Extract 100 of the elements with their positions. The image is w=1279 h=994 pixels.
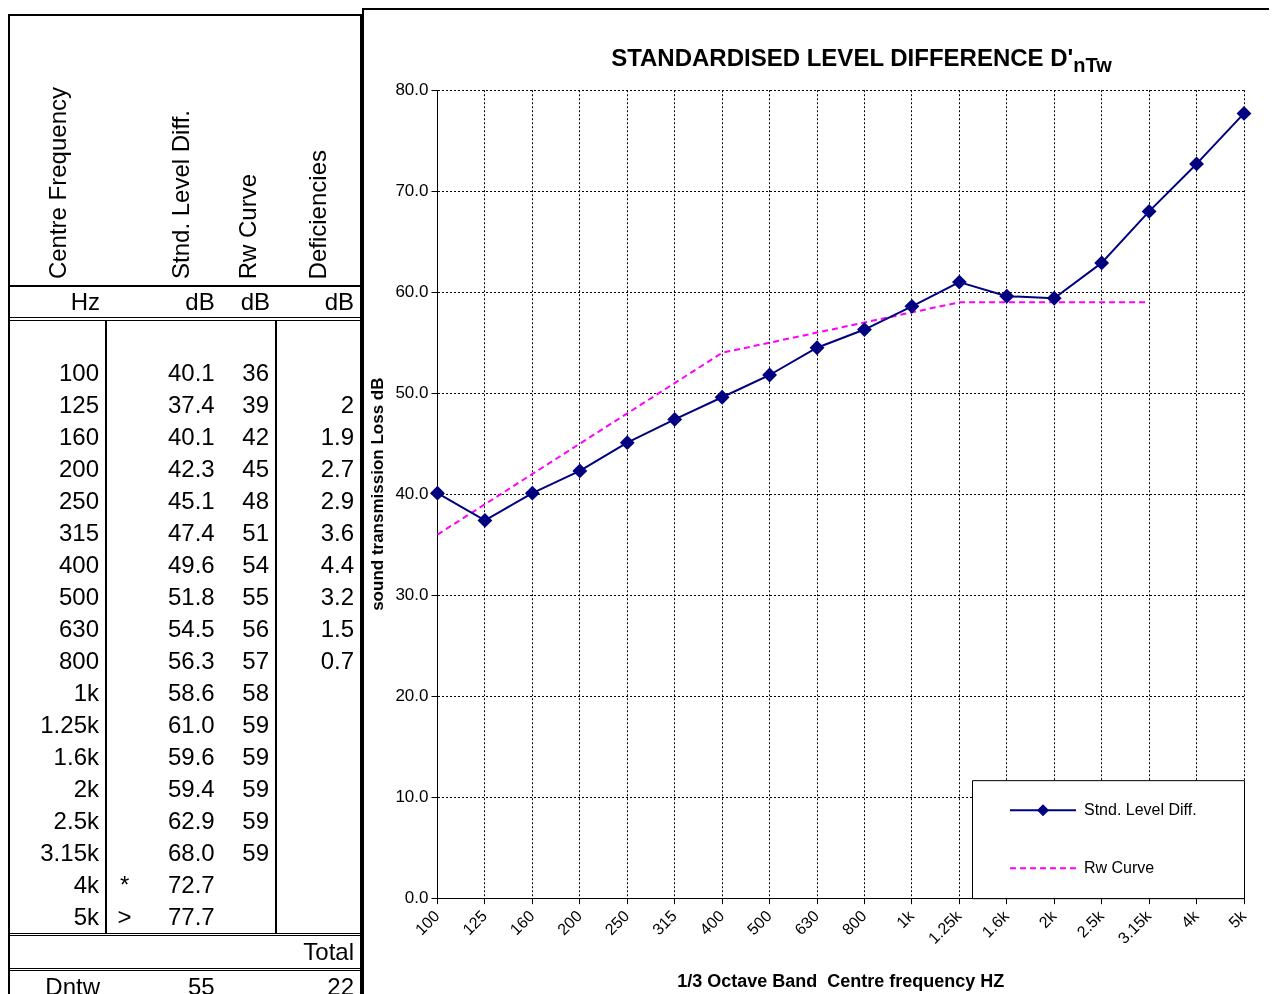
text: 200 [58, 455, 99, 482]
x-tick-label: 315 [649, 906, 680, 938]
y-tick-label: 70.0 [395, 180, 429, 200]
text: 42.3 [168, 455, 215, 482]
text: 315 [58, 519, 99, 546]
text: Hz [70, 288, 100, 315]
text: 58 [242, 679, 270, 706]
text: 42 [242, 423, 270, 450]
text: 630 [58, 615, 99, 642]
x-tick-label: 500 [743, 906, 775, 938]
x-tick-label: 1.6k [978, 906, 1013, 941]
text: 54 [242, 551, 270, 578]
text: 400 [58, 551, 99, 578]
text: 51.8 [168, 583, 215, 610]
text: 59 [242, 743, 270, 770]
text: 2.5k [53, 807, 99, 834]
text: 125 [58, 391, 99, 418]
y-tick-label: 30.0 [395, 584, 429, 604]
text: 40.1 [168, 423, 215, 450]
text: 58.6 [168, 679, 215, 706]
text: 54.5 [168, 615, 215, 642]
text: 2k [73, 775, 99, 802]
y-tick-label: 10.0 [395, 786, 429, 806]
x-tick-label: 100 [411, 906, 443, 938]
text: 45.1 [168, 487, 215, 514]
text: 56.3 [168, 647, 215, 674]
category-label: Centre Frequency [43, 86, 72, 279]
x-tick-label: 4k [1177, 906, 1203, 931]
text: 59 [242, 775, 270, 802]
text: 47.4 [168, 519, 215, 546]
x-tick-label: 800 [838, 906, 870, 938]
text: Total [303, 938, 354, 965]
category-label: Rw Curve [234, 173, 263, 279]
y-tick-label: 80.0 [395, 79, 429, 99]
text: 59 [242, 807, 270, 834]
y-tick-label: 40.0 [395, 483, 429, 503]
text: 100 [58, 359, 99, 386]
text: * [119, 871, 130, 898]
text: dB [240, 288, 271, 315]
text: 37.4 [168, 391, 215, 418]
text: dB [324, 288, 354, 315]
text: 160 [58, 423, 99, 450]
legend-label: Rw Curve [1084, 858, 1155, 876]
text: 68.0 [168, 839, 215, 866]
text: 49.6 [168, 551, 215, 578]
text: 4k [73, 871, 99, 898]
text: 39 [242, 391, 270, 418]
text: > [117, 903, 132, 930]
x-tick-label: 5k [1225, 906, 1250, 931]
y-tick-label: 60.0 [395, 281, 429, 301]
text: 48 [242, 487, 270, 514]
y-tick-label: 20.0 [395, 685, 429, 705]
x-tick-label: 1k [893, 906, 918, 931]
text: 500 [58, 583, 99, 610]
text: 72.7 [168, 871, 215, 898]
text: 3.2 [320, 583, 354, 610]
x-tick-label: 2k [1035, 906, 1061, 931]
text: 2 [340, 391, 354, 418]
x-tick-label: 160 [506, 906, 538, 938]
text: 61.0 [168, 711, 215, 738]
y-tick-label: 0.0 [404, 887, 429, 907]
text: 59 [242, 711, 270, 738]
category-label: Stnd. Level Diff. [167, 110, 196, 279]
text: 51 [242, 519, 270, 546]
text: 4.4 [320, 551, 354, 578]
text: dB [185, 288, 215, 315]
text: 40.1 [168, 359, 215, 386]
text: 800 [58, 647, 99, 674]
x-axis-title: 1/3 Octave Band Centre frequency HZ [677, 970, 1005, 991]
text: 62.9 [168, 807, 215, 834]
text: 1.9 [320, 423, 354, 450]
x-tick-label: 250 [601, 906, 633, 938]
text: 56 [242, 615, 270, 642]
x-tick-label: 2.5k [1073, 906, 1108, 941]
text: 36 [242, 359, 270, 386]
legend-label: Stnd. Level Diff. [1084, 800, 1197, 818]
text: 59.6 [168, 743, 215, 770]
text: 250 [58, 487, 99, 514]
text: 0.7 [320, 647, 354, 674]
text: 45 [242, 455, 270, 482]
text: 59 [242, 839, 270, 866]
text: 1.25k [40, 711, 99, 738]
text: 77.7 [168, 903, 215, 930]
text: 2.7 [320, 455, 354, 482]
text: 1.6k [53, 743, 99, 770]
x-tick-label: 400 [696, 906, 728, 938]
y-tick-label: 50.0 [395, 382, 429, 402]
text: 3.15k [40, 839, 99, 866]
text: 1.5 [320, 615, 354, 642]
text: 1k [73, 679, 99, 706]
y-axis-title: sound transmission Loss dB [367, 377, 387, 611]
text: 2.9 [320, 487, 354, 514]
text: 59.4 [168, 775, 215, 802]
x-tick-label: 630 [791, 906, 823, 938]
category-label: Deficiencies [304, 149, 333, 279]
x-tick-label: 200 [554, 906, 586, 938]
text: 57 [242, 647, 270, 674]
text: 55 [242, 583, 270, 610]
chart-title: STANDARDISED LEVEL DIFFERENCE D'$_{nTw}$ [610, 44, 1113, 77]
text: 3.6 [320, 519, 354, 546]
